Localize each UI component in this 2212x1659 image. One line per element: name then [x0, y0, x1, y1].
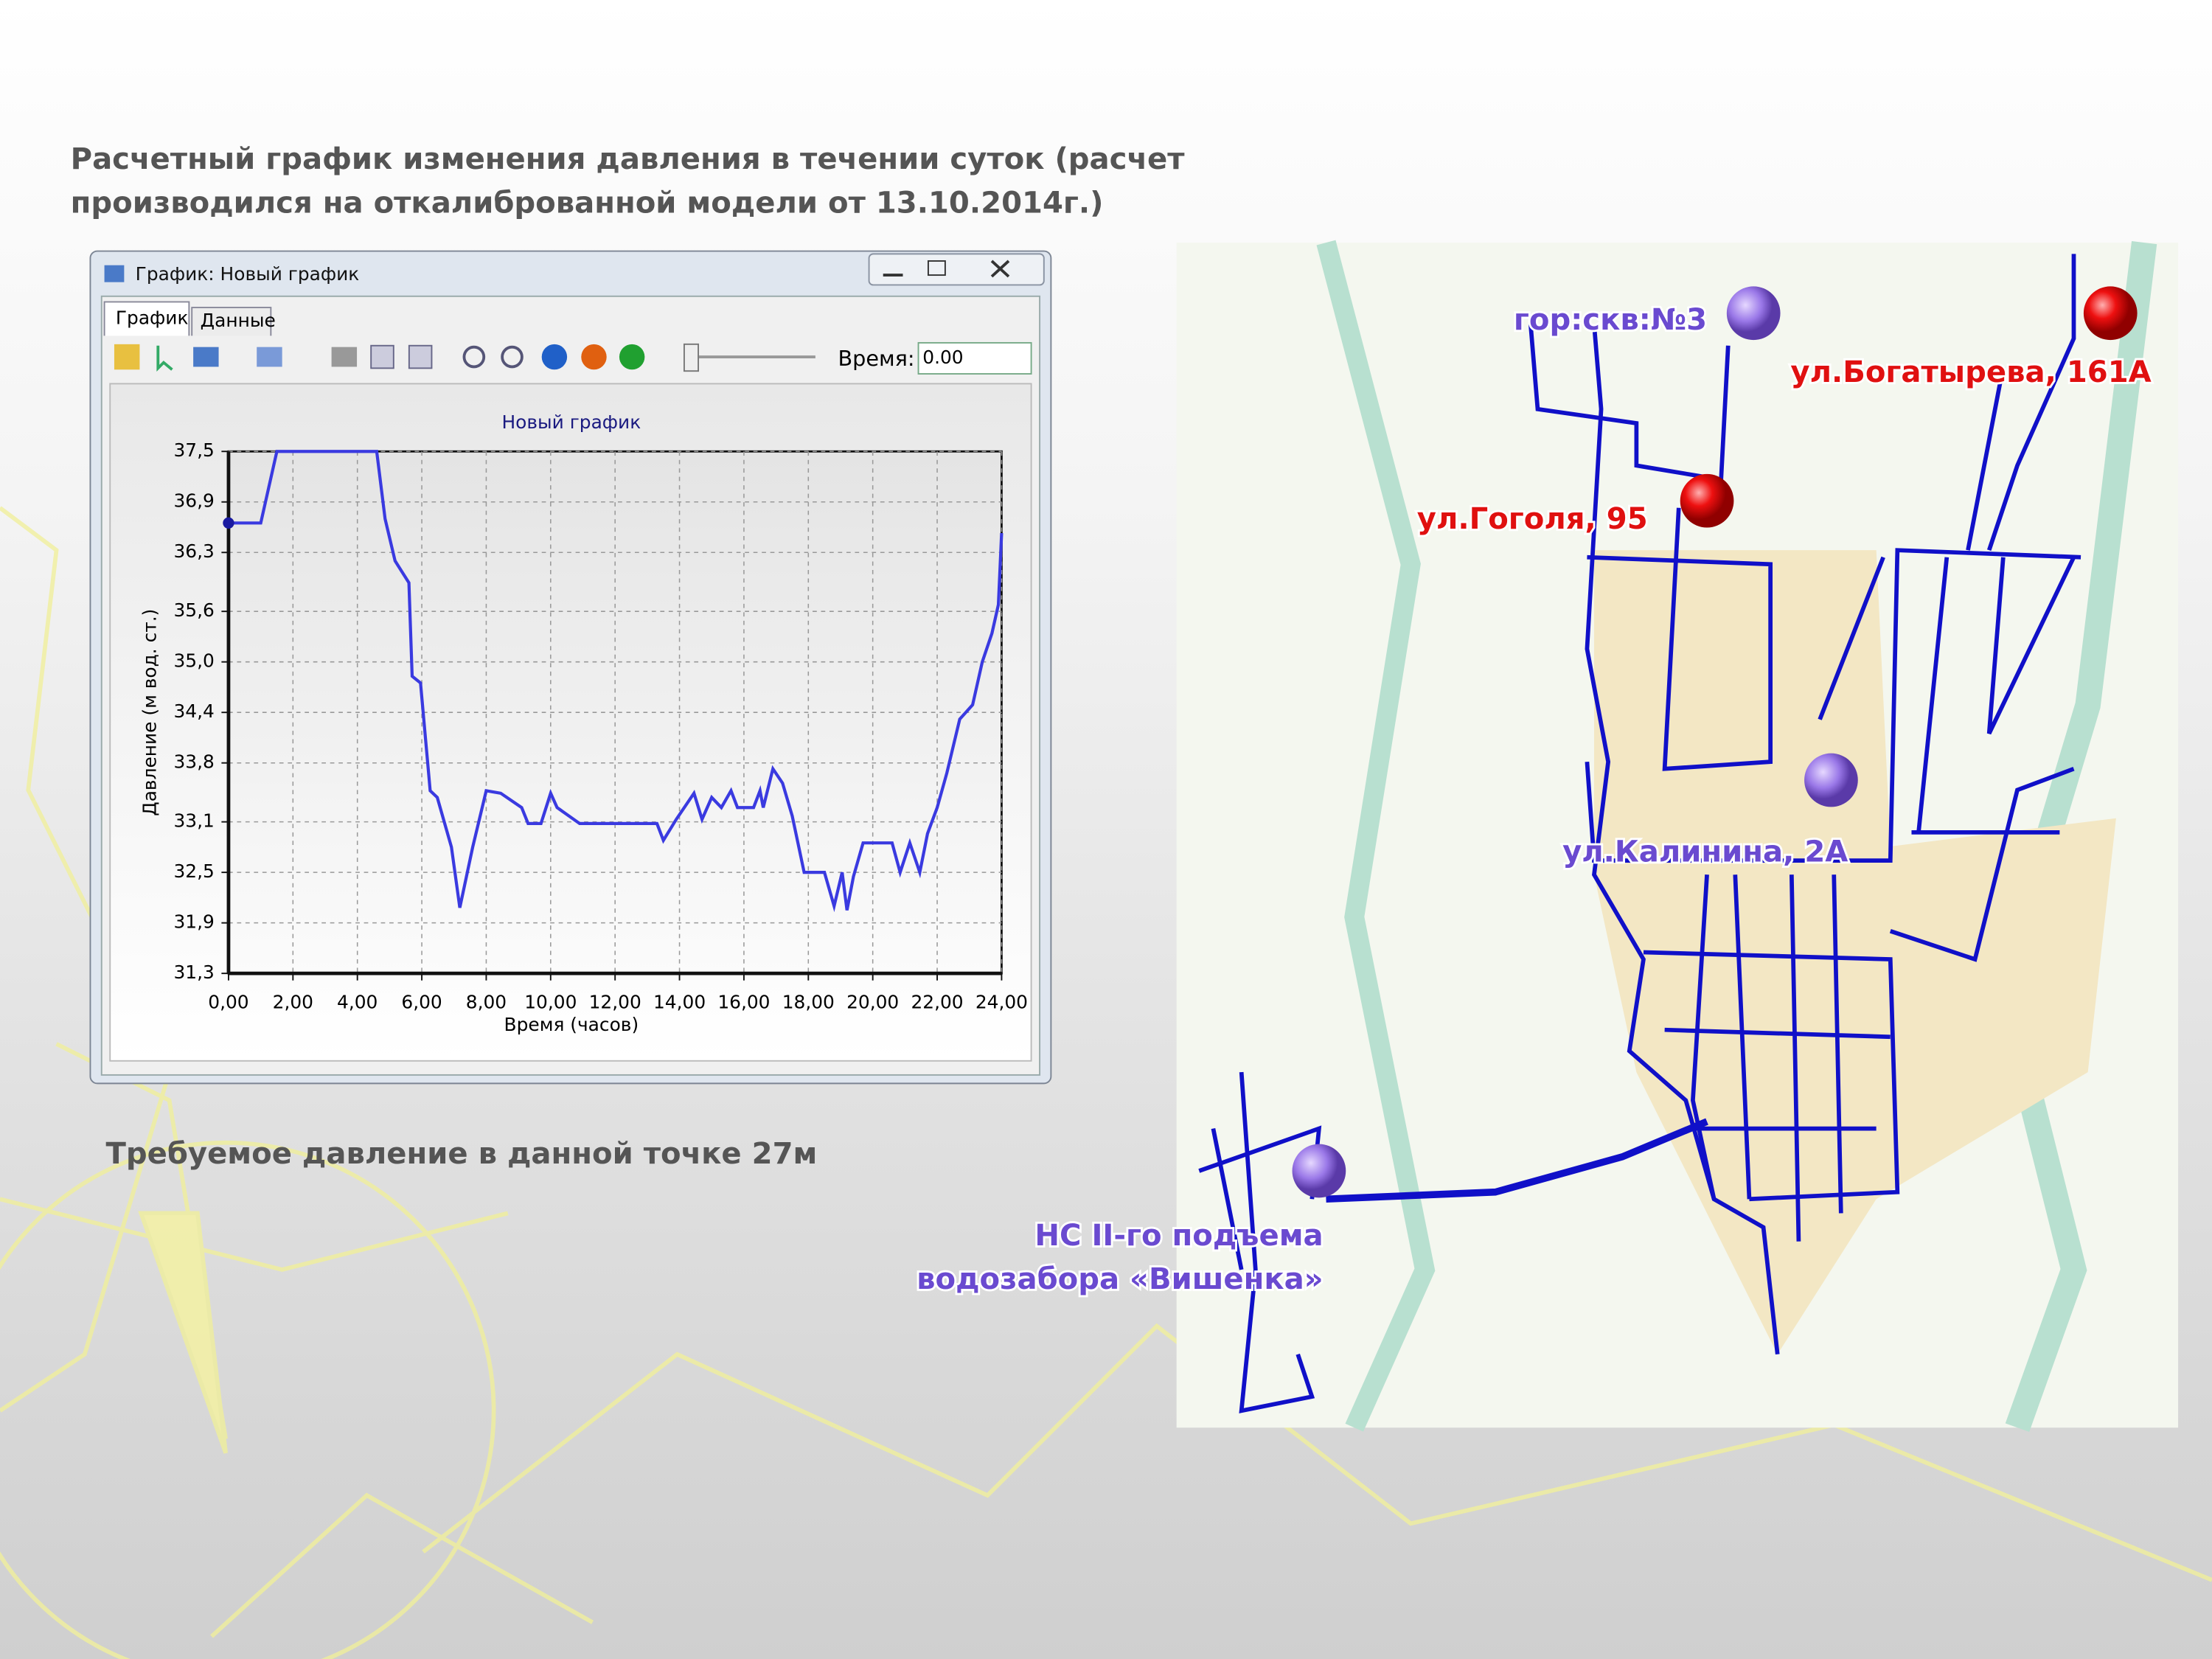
y-tick-label: 31,3 [173, 961, 214, 983]
x-tick-label: 12,00 [589, 991, 641, 1012]
map-label: НС II-го подъема [1034, 1219, 1323, 1253]
tab[interactable] [103, 301, 190, 336]
map-label: водозабора «Вишенка» [917, 1262, 1324, 1296]
time-value[interactable]: 0.00 [922, 347, 963, 368]
tool-button[interactable] [331, 347, 358, 367]
x-tick-label: 6,00 [401, 991, 442, 1012]
tool-button[interactable] [156, 345, 173, 372]
map-label: ул.Калинина, 2А [1562, 835, 1848, 869]
y-tick-label: 33,8 [173, 751, 214, 773]
x-tick-label: 4,00 [337, 991, 378, 1012]
tool-button[interactable] [581, 344, 607, 370]
time-input[interactable] [917, 341, 1032, 375]
river [1316, 240, 1436, 1432]
map-marker[interactable] [1726, 286, 1781, 341]
y-tick-label: 33,1 [173, 810, 214, 832]
y-tick-label: 37,5 [173, 439, 214, 461]
tool-button[interactable] [370, 344, 394, 369]
x-tick-label: 18,00 [782, 991, 835, 1012]
map-marker[interactable] [1680, 473, 1734, 528]
tool-button[interactable] [193, 347, 219, 367]
window-controls [868, 253, 1045, 286]
y-tick-label: 36,3 [173, 540, 214, 562]
map-label: ул.Богатырева, 161А [1790, 355, 2151, 389]
x-tick-label: 20,00 [846, 991, 899, 1012]
map-label: ул.Гоголя, 95 [1417, 502, 1648, 536]
tool-button[interactable] [408, 344, 433, 369]
x-axis-label: Время (часов) [504, 1014, 639, 1035]
map-marker[interactable] [1804, 753, 1858, 807]
window-title: График: Новый график [136, 263, 360, 285]
tool-button[interactable] [541, 344, 568, 370]
data-point [223, 517, 234, 529]
x-tick-label: 24,00 [975, 991, 1028, 1012]
y-tick-label: 35,6 [173, 599, 214, 621]
slide-title: производился на откалиброванной модели о… [71, 186, 1104, 220]
x-tick-label: 10,00 [524, 991, 577, 1012]
y-tick-label: 36,9 [173, 490, 214, 512]
close-button[interactable] [990, 260, 1010, 278]
window-icon [104, 265, 125, 282]
tab[interactable] [191, 307, 272, 336]
x-tick-label: 2,00 [273, 991, 313, 1012]
x-tick-label: 0,00 [208, 991, 248, 1012]
x-tick-label: 8,00 [466, 991, 507, 1012]
slide-title: Расчетный график изменения давления в те… [71, 142, 1186, 176]
tab-label[interactable]: График [116, 307, 189, 328]
data-line [228, 450, 1004, 913]
tool-button[interactable] [462, 345, 486, 369]
y-axis-label: Давление (м вод. ст.) [139, 609, 161, 816]
slider-thumb[interactable] [683, 343, 700, 372]
background-decoration [0, 506, 2212, 1659]
x-tick-label: 16,00 [717, 991, 770, 1012]
window: График: Новый график График Данные Время… [89, 250, 1052, 1085]
y-tick-label: 34,4 [173, 700, 214, 722]
time-label: Время: [838, 346, 914, 371]
y-tick-label: 32,5 [173, 860, 214, 882]
tool-button[interactable] [619, 344, 645, 370]
city-area [1593, 550, 2116, 1354]
tab-label[interactable]: Данные [201, 310, 276, 331]
x-tick-label: 22,00 [911, 991, 963, 1012]
map-label: гор:скв:№3 [1514, 303, 1707, 337]
note: Требуемое давление в данной точке 27м [105, 1137, 817, 1171]
tool-button[interactable] [257, 347, 282, 367]
tool-button[interactable] [114, 344, 140, 370]
map-marker[interactable] [1292, 1144, 1346, 1198]
chart-title: Новый график [501, 411, 641, 433]
x-tick-label: 14,00 [653, 991, 706, 1012]
map-marker[interactable] [2083, 286, 2138, 341]
toolbar: Время: 0.00 [114, 341, 1032, 375]
maximize-button[interactable] [927, 260, 946, 276]
y-tick-label: 31,9 [173, 911, 214, 933]
tool-button[interactable] [501, 345, 524, 369]
chart: Новый график Время (часов) Давление (м в… [139, 411, 1028, 1035]
y-tick-label: 35,0 [173, 650, 214, 672]
map: гор:скв:№3 ул.Богатырева, 161А ул.Гоголя… [914, 240, 2179, 1433]
